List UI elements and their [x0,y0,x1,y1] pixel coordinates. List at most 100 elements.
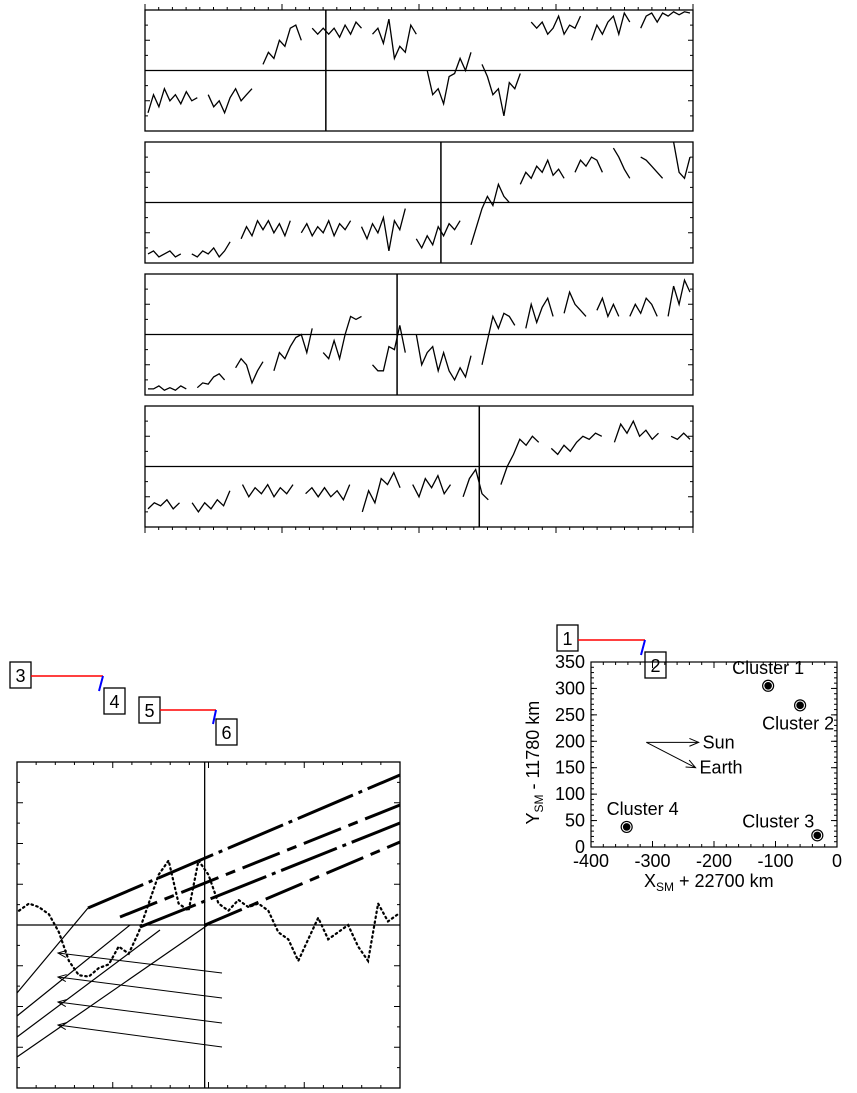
arrow-shaft [57,952,223,974]
arrow-head [56,999,67,1007]
y-tick-label: 50 [565,811,585,831]
data-line-segment [361,471,401,513]
data-line-segment [207,87,253,115]
arrow-head [56,1022,67,1031]
data-line-segment [262,24,302,65]
y-axis-label-rest: - 11780 km [523,701,543,795]
dotted-signal-line [17,857,400,978]
arrow-shaft [57,1001,223,1024]
data-line-segment [629,296,658,317]
thin-diagonal-line [16,924,131,1017]
data-line-segment [672,141,691,180]
arrow-shaft [57,976,223,999]
arrow-shaft [57,1024,223,1048]
data-line-segment [235,357,264,385]
direction-arrow-head [689,737,700,747]
y-tick-label: 350 [555,652,585,672]
x-axis-label-rest: + 22700 km [674,871,774,891]
direction-arrow-shaft [646,741,696,769]
box-4 [103,687,126,715]
box-3 [9,661,32,689]
data-line-segment [481,64,521,117]
time-series-panel-2 [144,141,694,264]
y-tick-label: 200 [555,731,585,751]
box-1 [556,624,579,652]
data-line-segment [241,483,294,499]
time-series-panel-4 [144,405,694,533]
earth-arrow-label: Earth [700,758,743,778]
thin-diagonal-line [16,907,89,994]
data-line-segment [670,432,691,441]
box-5-label: 5 [144,701,154,721]
data-line-segment [550,432,603,456]
box-2 [644,651,667,679]
sun-arrow-label: Sun [703,732,735,752]
blue-segment-1-2 [640,639,646,656]
box-4-label: 4 [109,692,119,712]
data-line-segment [273,328,313,371]
spacecraft-point [764,681,772,690]
data-line-segment [525,296,554,329]
data-line-segment [240,219,291,240]
spacecraft-point [813,831,822,840]
box-1-label: 1 [562,629,572,649]
data-line-segment [462,467,489,501]
data-line-segment [372,18,417,61]
y-tick-label: 300 [555,678,585,698]
box-3-label: 3 [15,666,25,686]
data-line-segment [500,435,540,485]
separation-legend: 1 2 3 4 5 6 [9,624,667,746]
data-line-segment [640,156,664,179]
data-line-segment [415,334,472,382]
data-line-segment [311,20,362,39]
x-axis-label-subscript: SM [656,880,674,894]
data-line-segment [590,11,631,41]
data-line-segment [147,498,180,510]
bold-dashed-diagonal-line [87,773,401,910]
y-tick-label: 150 [555,758,585,778]
box-2-label: 2 [650,656,660,676]
blue-segment-5-6 [212,709,217,725]
spacecraft-label: Cluster 4 [607,799,679,819]
data-line-segment [574,156,603,173]
data-line-segment [613,419,659,443]
y-axis-label-main: Y [523,812,543,824]
x-tick-label: -100 [757,851,793,871]
data-line-segment [372,325,406,372]
spacecraft-label: Cluster 1 [732,658,804,678]
y-tick-label: 0 [575,837,585,857]
thin-diagonal-line [16,919,216,1058]
box-6-label: 6 [221,723,231,743]
data-line-segment [412,473,452,499]
x-axis-label-main: X [644,871,656,891]
data-line-segment [147,86,198,113]
data-line-segment [191,490,231,514]
data-line-segment [640,11,691,29]
y-tick-label: 250 [555,705,585,725]
y-axis-label-subscript: SM [532,794,546,812]
spacecraft-position-plot: Sun Earth XSM + 22700 km YSM - 11780 km … [523,652,842,894]
bold-dashed-diagonal-line [139,821,401,929]
data-line-segment [519,158,565,185]
data-line-segment [360,208,406,252]
data-line-segment [196,372,226,389]
data-line-segment [530,14,582,36]
y-tick-label: 100 [555,784,585,804]
blue-segment-3-4 [98,675,104,692]
data-line-segment [322,315,362,362]
bold-dashed-diagonal-line [204,840,401,927]
data-line-segment [667,278,691,317]
y-axis-label: YSM - 11780 km [523,701,546,825]
time-series-panel-3 [144,273,694,396]
data-line-segment [300,218,352,238]
arrow-head [56,974,67,982]
time-series-panel-1 [144,4,694,132]
data-line-segment [470,182,510,245]
spacecraft-label: Cluster 2 [762,713,834,733]
arrow-head [56,950,67,958]
spacecraft-point [622,823,631,831]
data-line-segment [481,312,516,365]
bold-dashed-diagonal-line [119,803,401,919]
data-line-segment [415,220,461,250]
